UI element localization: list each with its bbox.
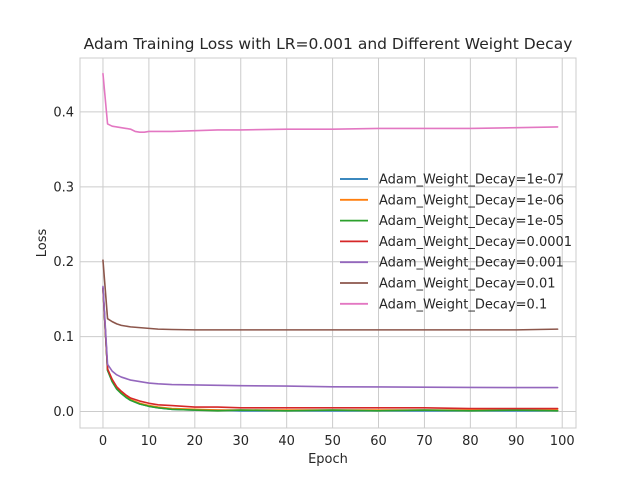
- legend-label-6: Adam_Weight_Decay=0.1: [379, 297, 547, 312]
- y-tick-label: 0.0: [53, 405, 74, 420]
- series-line-4: [102, 285, 559, 389]
- x-tick-label: 10: [141, 434, 158, 449]
- legend-label-2: Adam_Weight_Decay=1e-05: [379, 214, 564, 229]
- legend-label-4: Adam_Weight_Decay=0.001: [379, 256, 564, 271]
- x-tick-label: 100: [550, 434, 575, 449]
- tick-labels: 0 10 20 30 40 50 60 70 80 90 100 0.0 0.1 0.2 0.3 0.4: [53, 105, 574, 449]
- legend-label-3: Adam_Weight_Decay=0.0001: [379, 235, 572, 250]
- legend: Adam_Weight_Decay=1e-07 Adam_Weight_Decay…: [340, 173, 572, 312]
- legend-label-1: Adam_Weight_Decay=1e-06: [379, 193, 564, 208]
- x-tick-label: 20: [187, 434, 204, 449]
- y-tick-label: 0.3: [53, 180, 74, 195]
- series-lines: [102, 72, 559, 412]
- x-tick-label: 70: [416, 434, 433, 449]
- chart-title: Adam Training Loss with LR=0.001 and Dif…: [84, 35, 573, 53]
- legend-label-0: Adam_Weight_Decay=1e-07: [379, 173, 564, 188]
- series-line-3: [102, 287, 559, 410]
- x-tick-label: 90: [508, 434, 525, 449]
- x-tick-label: 60: [370, 434, 387, 449]
- x-tick-label: 0: [99, 434, 107, 449]
- x-tick-label: 80: [462, 434, 479, 449]
- series-line-6: [102, 72, 559, 133]
- x-tick-label: 50: [324, 434, 341, 449]
- x-tick-label: 40: [278, 434, 295, 449]
- y-axis-label: Loss: [35, 229, 50, 258]
- x-axis-label: Epoch: [308, 452, 348, 467]
- plot-frame: [79, 57, 577, 429]
- x-tick-label: 30: [232, 434, 249, 449]
- series-line-2: [102, 287, 559, 412]
- y-tick-label: 0.2: [53, 255, 74, 270]
- grid: [80, 58, 576, 428]
- legend-label-5: Adam_Weight_Decay=0.01: [379, 277, 556, 292]
- y-tick-label: 0.4: [53, 105, 74, 120]
- y-tick-label: 0.1: [53, 330, 74, 345]
- series-line-5: [102, 259, 559, 331]
